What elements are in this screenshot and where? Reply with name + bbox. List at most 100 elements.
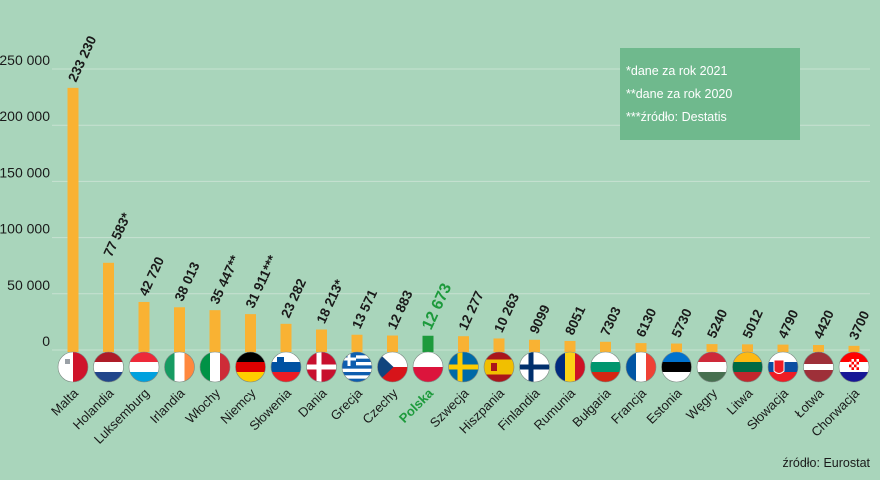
data-label: 18 213* bbox=[314, 277, 348, 326]
slovakia-flag-icon bbox=[768, 352, 798, 382]
malta-flag-icon bbox=[58, 352, 88, 382]
bar bbox=[387, 335, 398, 352]
ireland-flag-icon bbox=[164, 352, 195, 382]
y-tick-label: 100 000 bbox=[0, 221, 50, 237]
hungary-flag-icon bbox=[697, 352, 727, 382]
data-label: 35 447** bbox=[207, 252, 243, 306]
czechia-flag-icon bbox=[377, 352, 408, 382]
data-label: 5730 bbox=[669, 306, 695, 340]
flag-outline bbox=[732, 351, 763, 383]
croatia-flag-icon bbox=[839, 352, 869, 382]
data-label: 4790 bbox=[775, 307, 801, 341]
flag-outline bbox=[57, 351, 89, 383]
bar bbox=[635, 343, 647, 352]
flag-outline bbox=[483, 351, 515, 383]
data-label: 5240 bbox=[704, 307, 730, 341]
bar bbox=[174, 307, 185, 352]
bar bbox=[742, 344, 753, 352]
data-label: 77 583* bbox=[101, 210, 135, 259]
category-label: Czechy bbox=[359, 385, 401, 427]
note-destatis: ***źródło: Destatis bbox=[626, 110, 727, 124]
flag-outline bbox=[270, 351, 302, 383]
data-label: 7303 bbox=[598, 304, 624, 338]
data-label: 23 282 bbox=[278, 276, 309, 320]
y-tick-label: 0 bbox=[42, 333, 50, 349]
flag-outline bbox=[448, 351, 479, 383]
flag-outline bbox=[554, 351, 586, 383]
data-label: 10 263 bbox=[491, 291, 522, 335]
spain-flag-icon bbox=[484, 352, 514, 382]
bar bbox=[138, 301, 150, 352]
bar bbox=[848, 345, 860, 352]
romania-flag-icon bbox=[555, 352, 585, 382]
bar bbox=[209, 310, 221, 352]
category-label: Francja bbox=[608, 385, 650, 427]
bar bbox=[458, 336, 469, 352]
data-label: 3700 bbox=[846, 309, 872, 343]
flag-outline bbox=[93, 351, 124, 383]
data-label: 31 911*** bbox=[243, 252, 281, 310]
bar bbox=[777, 344, 789, 352]
bar bbox=[103, 262, 114, 352]
flag-outline bbox=[803, 351, 834, 383]
data-label: 12 277 bbox=[456, 289, 487, 333]
y-tick-label: 250 000 bbox=[0, 52, 50, 68]
bar bbox=[422, 335, 434, 352]
denmark-flag-icon bbox=[306, 352, 337, 382]
notes-box: *dane za rok 2021 **dane za rok 2020 ***… bbox=[620, 48, 800, 140]
flag-outline bbox=[128, 351, 160, 383]
sweden-flag-icon bbox=[448, 352, 479, 382]
y-tick-label: 50 000 bbox=[7, 277, 50, 293]
flag-outline bbox=[412, 351, 444, 383]
category-label: Estonia bbox=[643, 385, 685, 427]
bar bbox=[564, 340, 576, 352]
category-label: Bułgaria bbox=[569, 385, 614, 430]
flag-outline bbox=[341, 351, 373, 383]
data-label: 9099 bbox=[527, 302, 553, 336]
flag-outline bbox=[625, 351, 657, 383]
bar bbox=[529, 339, 540, 352]
flag-outline bbox=[164, 351, 195, 383]
data-label: 42 720 bbox=[136, 254, 167, 298]
bar bbox=[813, 345, 824, 352]
italy-flag-icon bbox=[200, 352, 230, 382]
slovenia-flag-icon bbox=[271, 352, 301, 382]
flag-outline bbox=[519, 351, 550, 383]
note-2021: *dane za rok 2021 bbox=[626, 64, 728, 78]
data-label: 4420 bbox=[811, 308, 837, 342]
bar bbox=[280, 323, 292, 352]
latvia-flag-icon bbox=[803, 352, 834, 382]
category-label: Włochy bbox=[182, 385, 223, 426]
data-label: 233 230 bbox=[65, 34, 99, 85]
data-label: 5012 bbox=[740, 307, 766, 341]
poland-flag-icon bbox=[413, 352, 443, 382]
estonia-flag-icon bbox=[661, 352, 692, 382]
bar bbox=[493, 338, 505, 352]
data-label: 6130 bbox=[633, 306, 659, 340]
bar bbox=[245, 314, 256, 352]
flag-outline bbox=[767, 351, 799, 383]
bar bbox=[67, 87, 79, 352]
flag-outline bbox=[696, 351, 728, 383]
y-tick-label: 150 000 bbox=[0, 164, 50, 180]
netherlands-flag-icon bbox=[93, 352, 124, 382]
data-label: 38 013 bbox=[172, 259, 203, 303]
flag-outline bbox=[235, 351, 266, 383]
france-flag-icon bbox=[626, 352, 656, 382]
data-label: 8051 bbox=[562, 303, 588, 337]
bar bbox=[351, 334, 363, 352]
category-label: Dania bbox=[295, 385, 330, 420]
flag-outline bbox=[838, 351, 870, 383]
bulgaria-flag-icon bbox=[590, 352, 621, 382]
bar bbox=[671, 343, 682, 352]
note-2020: **dane za rok 2020 bbox=[626, 87, 733, 101]
category-label: Węgry bbox=[683, 385, 721, 423]
lithuania-flag-icon bbox=[732, 352, 763, 382]
category-label: Irlandia bbox=[147, 385, 188, 426]
bar bbox=[600, 341, 611, 352]
category-label: Litwa bbox=[724, 385, 757, 418]
y-tick-label: 200 000 bbox=[0, 108, 50, 124]
flag-outline bbox=[306, 351, 337, 383]
bar bbox=[706, 344, 718, 352]
